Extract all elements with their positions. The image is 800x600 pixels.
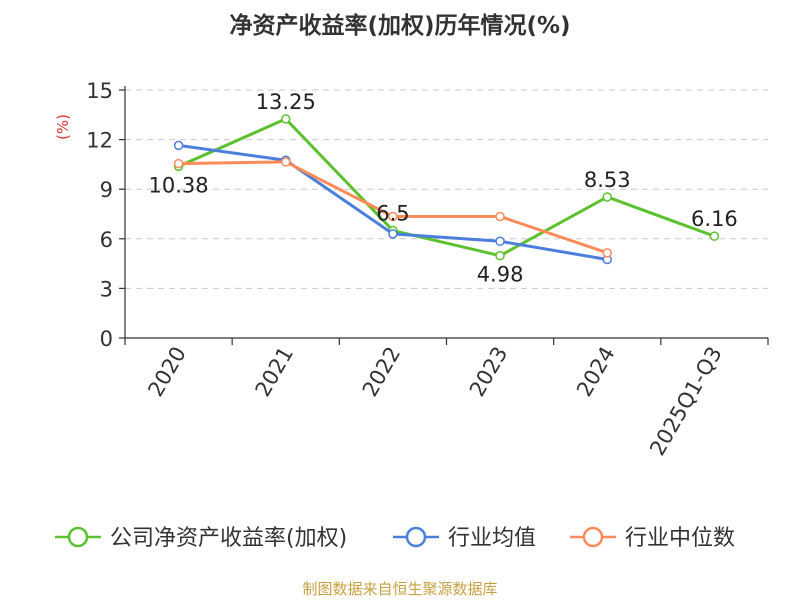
x-tick-label: 2021 [251,343,299,401]
y-axis-label: (%) [54,114,72,140]
legend-marker [67,526,89,548]
legend-label: 公司净资产收益率(加权) [110,526,347,551]
x-tick-label: 2023 [465,343,513,401]
y-tick-labels: 0 3 6 9 12 15 [86,79,113,351]
grid-lines [125,89,768,289]
data-label: 13.25 [256,90,316,114]
data-label: 4.98 [477,263,524,287]
data-labels: 10.38 13.25 6.5 4.98 8.53 6.16 [149,90,738,287]
x-tick-label: 2020 [143,343,191,401]
data-label: 10.38 [149,173,209,197]
legend-marker [582,526,604,548]
data-label: 6.16 [691,207,738,231]
data-point [388,211,398,222]
legend-item: 公司净资产收益率(加权) [55,526,347,551]
y-tick-label: 3 [100,277,113,301]
x-tick-labels: 2020 2021 2022 2023 2024 2025Q1-Q3 [143,343,726,460]
data-label: 6.5 [376,202,409,226]
data-point [709,231,720,241]
y-tick-label: 12 [86,129,113,153]
data-point [281,157,291,167]
source-label: 制图数据来自恒生聚源数据库 [302,580,498,598]
y-tick-label: 6 [100,228,113,252]
y-tick-label: 0 [100,327,113,351]
legend-item: 行业均值 [393,526,536,551]
legend-label: 行业中位数 [625,526,735,551]
legend: 公司净资产收益率(加权) 行业均值 行业中位数 [55,526,735,551]
x-tick-label: 2025Q1-Q3 [645,343,727,460]
chart-title: 净资产收益率(加权)历年情况(%) [229,13,571,39]
data-point [495,211,505,222]
x-tick-label: 2022 [358,343,406,401]
data-label: 8.53 [584,168,631,192]
data-point [388,229,398,239]
legend-marker [405,526,427,548]
data-point [173,158,184,169]
legend-item: 行业中位数 [570,526,735,551]
y-tick-label: 15 [86,79,113,103]
legend-label: 行业均值 [448,526,536,551]
data-point [495,250,505,261]
data-point [602,192,612,202]
series-line [177,117,715,258]
x-tick-label: 2024 [572,343,620,401]
data-point [281,114,291,124]
data-point [495,236,505,247]
series-lines [173,114,720,265]
axes [119,86,769,345]
data-point [173,140,184,151]
data-point [602,248,612,258]
y-tick-label: 9 [100,178,113,202]
